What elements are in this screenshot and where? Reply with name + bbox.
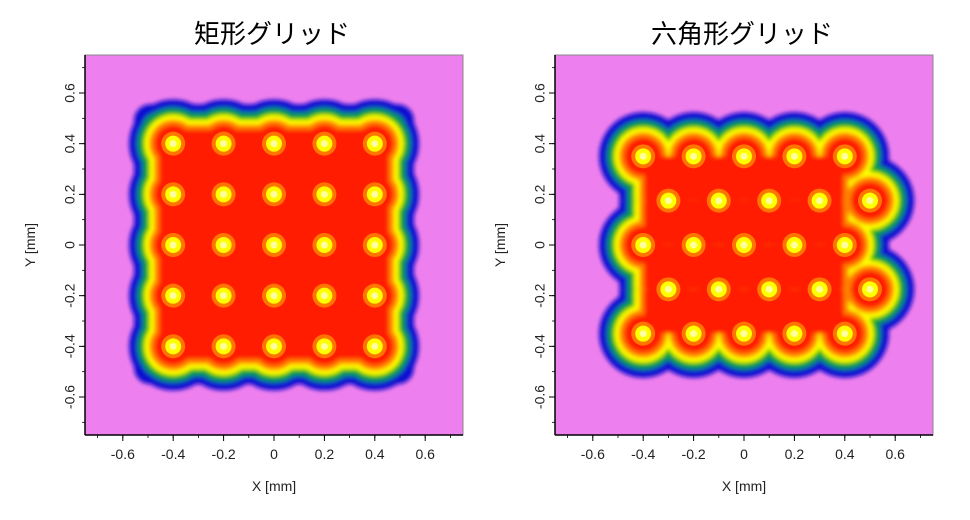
spot xyxy=(262,283,286,308)
spot xyxy=(681,233,706,257)
spot xyxy=(211,182,236,207)
spot xyxy=(757,277,782,302)
x-axis-title: X [mm] xyxy=(252,478,296,494)
x-tick-label: 0 xyxy=(270,446,278,462)
spot xyxy=(262,334,286,359)
x-tick-label: 0.6 xyxy=(415,446,435,462)
x-tick-label: -0.6 xyxy=(111,446,135,462)
spot xyxy=(732,321,756,346)
spot xyxy=(362,233,387,257)
spot xyxy=(161,334,186,359)
spot xyxy=(656,277,681,302)
spot xyxy=(312,182,337,207)
spot xyxy=(362,334,387,359)
spot xyxy=(631,144,656,169)
y-tick-label: 0.6 xyxy=(532,83,548,103)
spot xyxy=(631,321,656,346)
x-tick-label: -0.4 xyxy=(631,446,655,462)
spot xyxy=(631,233,656,257)
spot xyxy=(161,131,186,156)
x-axis-title: X [mm] xyxy=(722,478,766,494)
x-tick-label: -0.6 xyxy=(581,446,605,462)
spot xyxy=(211,283,236,308)
spot xyxy=(706,277,731,302)
spot xyxy=(782,144,807,169)
spot xyxy=(312,233,337,257)
x-tick-label: 0.2 xyxy=(785,446,805,462)
spot xyxy=(161,182,186,207)
spot xyxy=(161,233,186,257)
spot xyxy=(832,233,857,257)
spot xyxy=(362,182,387,207)
spot xyxy=(262,233,286,257)
y-tick-label: 0.4 xyxy=(532,134,548,154)
spot xyxy=(807,188,832,213)
spot xyxy=(858,188,882,213)
y-tick-label: -0.6 xyxy=(532,385,548,409)
y-tick-label: 0 xyxy=(62,241,78,249)
spot xyxy=(757,188,782,213)
spot xyxy=(706,188,731,213)
y-tick-label: -0.4 xyxy=(62,334,78,358)
x-tick-label: 0.4 xyxy=(835,446,855,462)
spot xyxy=(362,283,387,308)
spot xyxy=(858,277,882,302)
rectangular-grid-panel: 矩形グリッド -0.6 -0.4 -0.2 0 0.2 0.4 0.6 0.6 0.4 0.2 0-… xyxy=(22,20,464,494)
y-tick-label: 0 xyxy=(532,241,548,249)
y-axis-title: Y [mm] xyxy=(492,223,508,267)
y-tick-label: -0.6 xyxy=(62,385,78,409)
x-tick-label: -0.2 xyxy=(212,446,236,462)
spot xyxy=(262,182,286,207)
spot xyxy=(161,283,186,308)
y-axis-title: Y [mm] xyxy=(22,223,38,267)
spot xyxy=(782,321,807,346)
chart-title: 矩形グリッド xyxy=(193,20,350,50)
spot xyxy=(832,321,857,346)
x-tick-label: -0.2 xyxy=(682,446,706,462)
spot xyxy=(312,334,337,359)
spot-highlights xyxy=(161,131,387,359)
x-tick-label: -0.4 xyxy=(161,446,185,462)
y-tick-label: -0.2 xyxy=(62,283,78,307)
rectangular-grid-chart: -0.6 -0.4 -0.2 0 0.2 0.4 0.6 0.6 0.4 0.2 0 -0.2 -0.4… xyxy=(22,54,464,494)
y-tick-label: 0.6 xyxy=(62,83,78,103)
spot xyxy=(211,334,236,359)
spot xyxy=(362,131,387,156)
chart-title: 六角形グリッド xyxy=(650,20,833,50)
spot xyxy=(807,277,832,302)
y-tick-label: -0.4 xyxy=(532,334,548,358)
y-tick-label: 0.2 xyxy=(62,184,78,204)
x-tick-label: 0.2 xyxy=(315,446,335,462)
spot xyxy=(832,144,857,169)
spot xyxy=(312,131,337,156)
hexagonal-grid-panel: 六角形グリッド -0.6 -0.4 -0.2 0 0.2 0.4 0.6 0.6 0.4 0.2 0… xyxy=(470,0,955,520)
spot xyxy=(782,233,807,257)
x-tick-label: 0 xyxy=(740,446,748,462)
spot xyxy=(262,131,286,156)
spot xyxy=(732,144,756,169)
x-tick-label: 0.6 xyxy=(885,446,905,462)
spot xyxy=(656,188,681,213)
y-tick-label: -0.2 xyxy=(532,283,548,307)
spot xyxy=(211,131,236,156)
spot xyxy=(681,321,706,346)
y-tick-label: 0.4 xyxy=(62,134,78,154)
spot xyxy=(312,283,337,308)
spot xyxy=(732,233,756,257)
spot xyxy=(681,144,706,169)
spot xyxy=(211,233,236,257)
x-tick-label: 0.4 xyxy=(365,446,385,462)
hexagonal-grid-chart: -0.6 -0.4 -0.2 0 0.2 0.4 0.6 0.6 0.4 0.2 0 -0.2 -0.4… xyxy=(492,54,934,494)
y-tick-label: 0.2 xyxy=(532,184,548,204)
spot-highlights xyxy=(631,144,882,346)
